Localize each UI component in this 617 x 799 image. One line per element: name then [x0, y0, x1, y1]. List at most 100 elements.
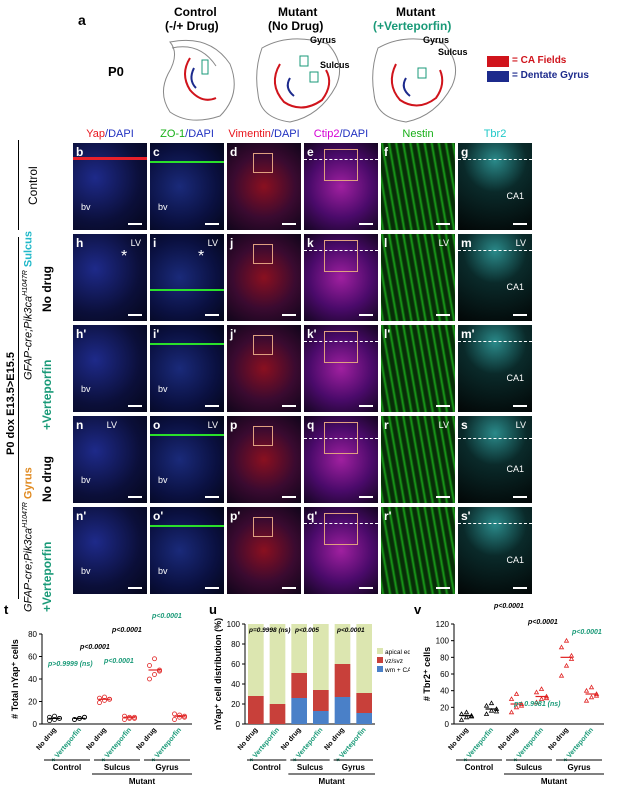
control-ca-field	[184, 57, 217, 101]
y-tick-label: 60	[231, 660, 240, 669]
column-header-dapi: /DAPI	[339, 128, 369, 140]
scale-bar	[359, 314, 373, 316]
data-point	[82, 714, 87, 720]
column-header-1: ZO-1/DAPI	[150, 128, 224, 140]
data-point	[147, 663, 152, 668]
y-axis-label: # Tbr2⁺ cells	[422, 647, 432, 701]
image-panel-o: o LV bv	[150, 416, 224, 503]
y-tick-label: 120	[436, 620, 450, 629]
panel-letter: k'	[307, 327, 317, 341]
x-mutant-label: Mutant	[541, 777, 568, 786]
panel-letter: m'	[461, 327, 475, 341]
scale-bar	[436, 314, 450, 316]
inset-box	[253, 153, 273, 173]
row-label-control: Control	[26, 166, 40, 205]
lv-label: LV	[106, 420, 117, 430]
x-condition-label: No drug	[135, 727, 158, 752]
panel-letter: q	[307, 418, 315, 432]
image-panel-e: e	[304, 143, 378, 230]
image-panel-jp: j'	[227, 325, 301, 412]
chart-t: t 0 20 40 60 80 # Total nYap⁺ cells p>0.9999 (n…	[4, 602, 192, 786]
inset-box	[324, 331, 358, 363]
ca1-label: CA1	[506, 282, 524, 292]
bv-label: bv	[81, 202, 91, 212]
ventricle-boundary-line	[304, 438, 378, 439]
image-panel-f: f	[381, 143, 455, 230]
genotype-sulcus-sup: H1047R	[22, 270, 29, 296]
data-point	[488, 707, 495, 713]
lv-label: LV	[515, 420, 526, 430]
data-point	[132, 715, 137, 721]
y-axis-label: # Total nYap⁺ cells	[10, 639, 20, 719]
data-point	[102, 697, 107, 703]
inset-box	[253, 426, 273, 446]
data-point	[518, 702, 525, 708]
data-point	[508, 696, 515, 701]
lv-label: LV	[207, 238, 218, 248]
zo1-stripe	[150, 289, 224, 291]
data-point	[483, 711, 490, 716]
ca1-label: CA1	[506, 373, 524, 383]
data-point	[538, 686, 545, 691]
legend-swatch	[377, 666, 383, 672]
panel-letter: n'	[76, 509, 87, 523]
data-point	[122, 713, 127, 719]
lv-label: LV	[438, 420, 449, 430]
column-header-marker: Ctip2	[313, 128, 340, 140]
column-header-marker: ZO-1	[160, 128, 186, 140]
column-header-5: Tbr2	[458, 128, 532, 140]
inset-box	[324, 149, 358, 181]
scale-bar	[205, 496, 219, 498]
panel-letter: o'	[153, 509, 164, 523]
panel-letter: n	[76, 418, 84, 432]
stat-label: p<0.005	[294, 627, 319, 634]
treatment-label: P0 dox E13.5>E15.5	[5, 351, 17, 455]
data-point	[588, 684, 595, 690]
scale-bar	[282, 405, 296, 407]
mutant-nodrug-sub: (No Drug)	[268, 19, 324, 33]
chart-letter: t	[4, 602, 9, 617]
mutant-vp-box	[417, 67, 427, 79]
image-panel-p: p	[227, 416, 301, 503]
data-point	[52, 717, 57, 722]
column-header-2: Vimentin/DAPI	[227, 128, 301, 140]
stacked-bar-segment	[291, 698, 307, 724]
scale-bar	[128, 314, 142, 316]
bv-label: bv	[81, 475, 91, 485]
scale-bar	[205, 314, 219, 316]
image-panel-qp: q'	[304, 507, 378, 594]
data-point	[558, 644, 565, 650]
y-tick-label: 40	[28, 675, 37, 684]
genotype-sulcus-label: GFAP-cre;Pik3caH1047R Sulcus	[22, 231, 35, 380]
x-condition-label: No drug	[447, 727, 470, 752]
data-point	[558, 672, 565, 678]
data-point	[458, 717, 465, 722]
image-panel-i: i LV *	[150, 234, 224, 321]
data-point	[513, 704, 520, 710]
panel-letter: d	[230, 145, 238, 159]
stacked-bar-segment	[291, 624, 307, 673]
data-point	[72, 717, 77, 722]
x-condition-label: No drug	[85, 727, 108, 752]
genotype-gyrus-sup: H1047R	[22, 502, 29, 528]
stacked-bar-segment	[356, 624, 372, 693]
lv-label: LV	[207, 420, 218, 430]
bv-label: bv	[158, 566, 168, 576]
column-header-0: Yap/DAPI	[73, 128, 147, 140]
x-condition-label: No drug	[280, 727, 303, 752]
scale-bar	[513, 587, 527, 589]
stat-label: p>0.9999 (ns)	[47, 661, 93, 668]
bv-label: bv	[158, 202, 168, 212]
panel-letter: i'	[153, 327, 160, 341]
y-axis-label: nYap⁺ cell distribution (%)	[213, 618, 223, 730]
data-point	[543, 695, 550, 701]
ventricle-boundary-line	[458, 250, 532, 251]
row-label-gyrus-nodrug: No drug	[40, 456, 54, 502]
scale-bar	[128, 405, 142, 407]
y-tick-label: 20	[231, 700, 240, 709]
stage-label: P0	[108, 64, 124, 79]
mutant-vp-brain-outline	[372, 38, 457, 123]
control-sub: (-/+ Drug)	[165, 19, 219, 33]
legend-label: wm + CA1 PL	[384, 667, 410, 674]
image-panel-k: k	[304, 234, 378, 321]
